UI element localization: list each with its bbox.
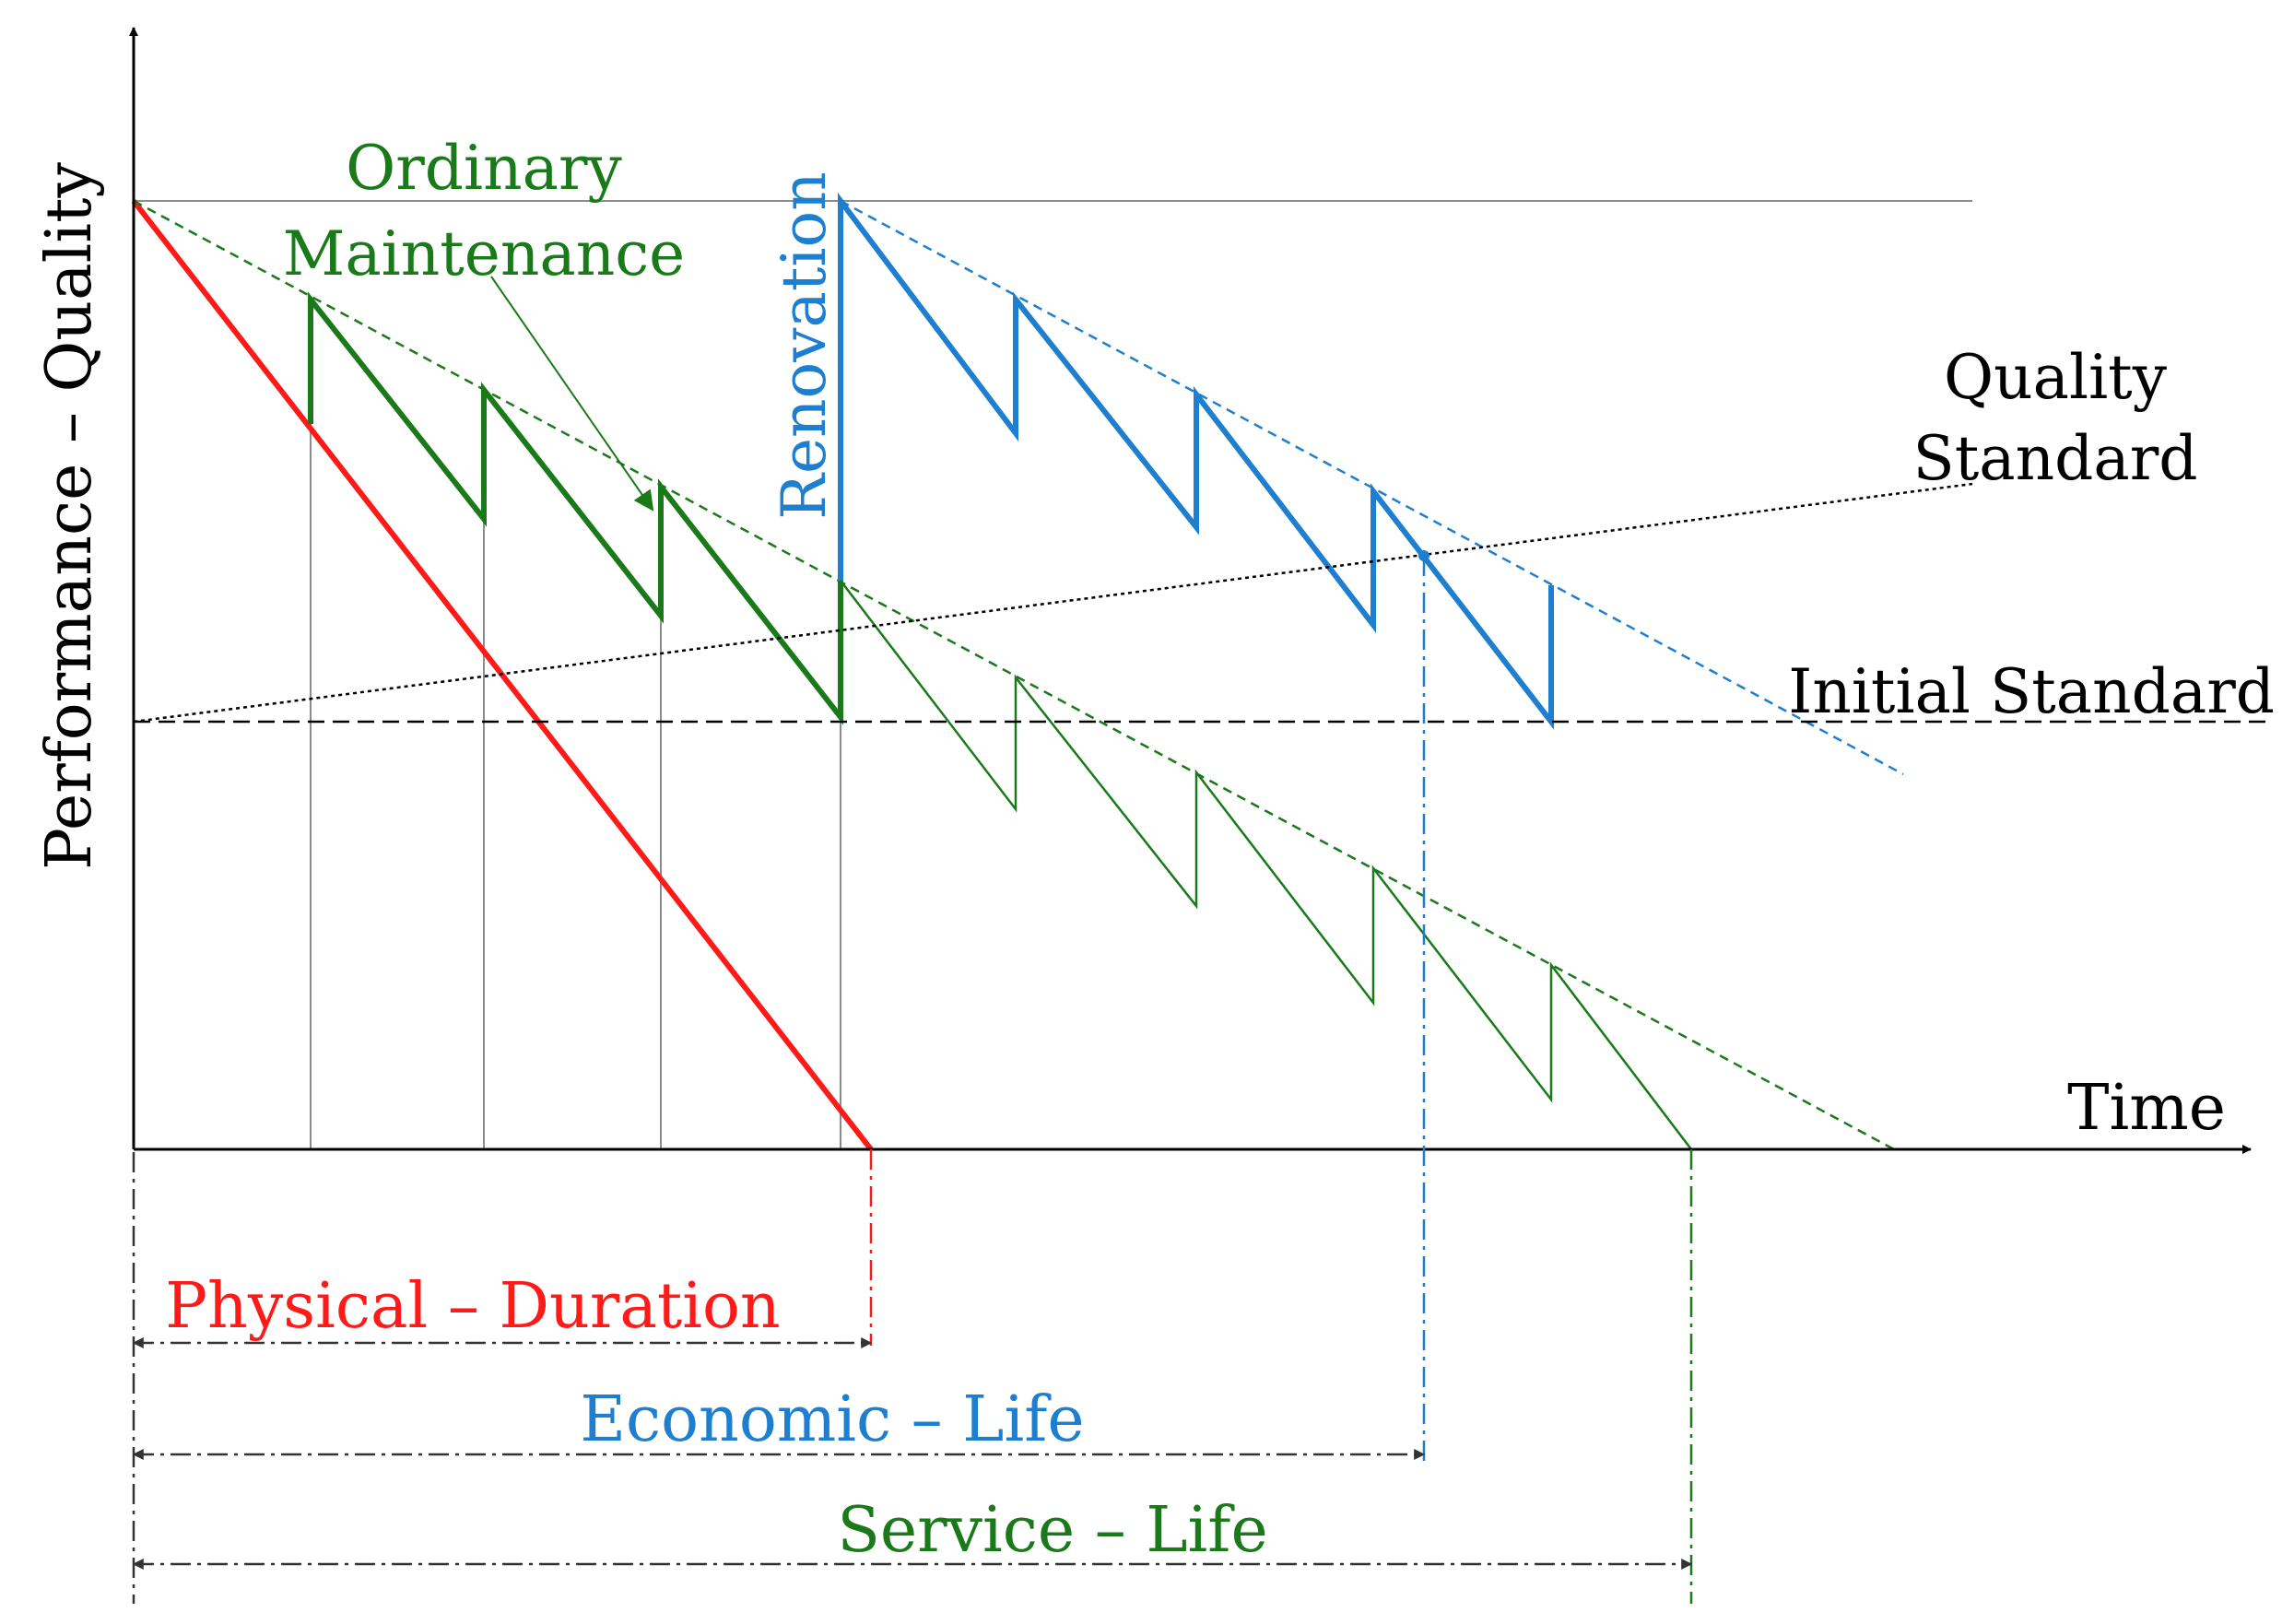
- y-axis-label: Performance – Quality: [33, 162, 106, 870]
- maintenance-guide-lines: [310, 300, 841, 1149]
- physical-duration-label: Physical – Duration: [165, 1270, 780, 1343]
- x-axis-label: Time: [2067, 1072, 2226, 1145]
- maintenance-trend-dashed: [133, 199, 1895, 1151]
- maintenance-sawtooth-thin: [840, 580, 1692, 1150]
- maintenance-sawtooth-bold: [308, 291, 843, 725]
- quality-standard-line: [133, 482, 1973, 724]
- ordinary-maintenance-leader-arrow: [490, 276, 654, 512]
- renovation-label: Renovation: [769, 171, 840, 520]
- service-life-label: Service – Life: [837, 1494, 1267, 1567]
- quality-standard-label-line1: Quality: [1944, 342, 2168, 413]
- economic-life-label: Economic – Life: [580, 1383, 1084, 1456]
- ordinary-maintenance-label-line1: Ordinary: [346, 133, 622, 204]
- quality-standard-label-line2: Standard: [1913, 423, 2198, 494]
- renovation-sawtooth: [838, 193, 1554, 730]
- initial-standard-label: Initial Standard: [1788, 656, 2275, 727]
- ordinary-maintenance-label-line2: Maintenance: [283, 218, 686, 289]
- renovation-trend-dashed: [840, 199, 1904, 776]
